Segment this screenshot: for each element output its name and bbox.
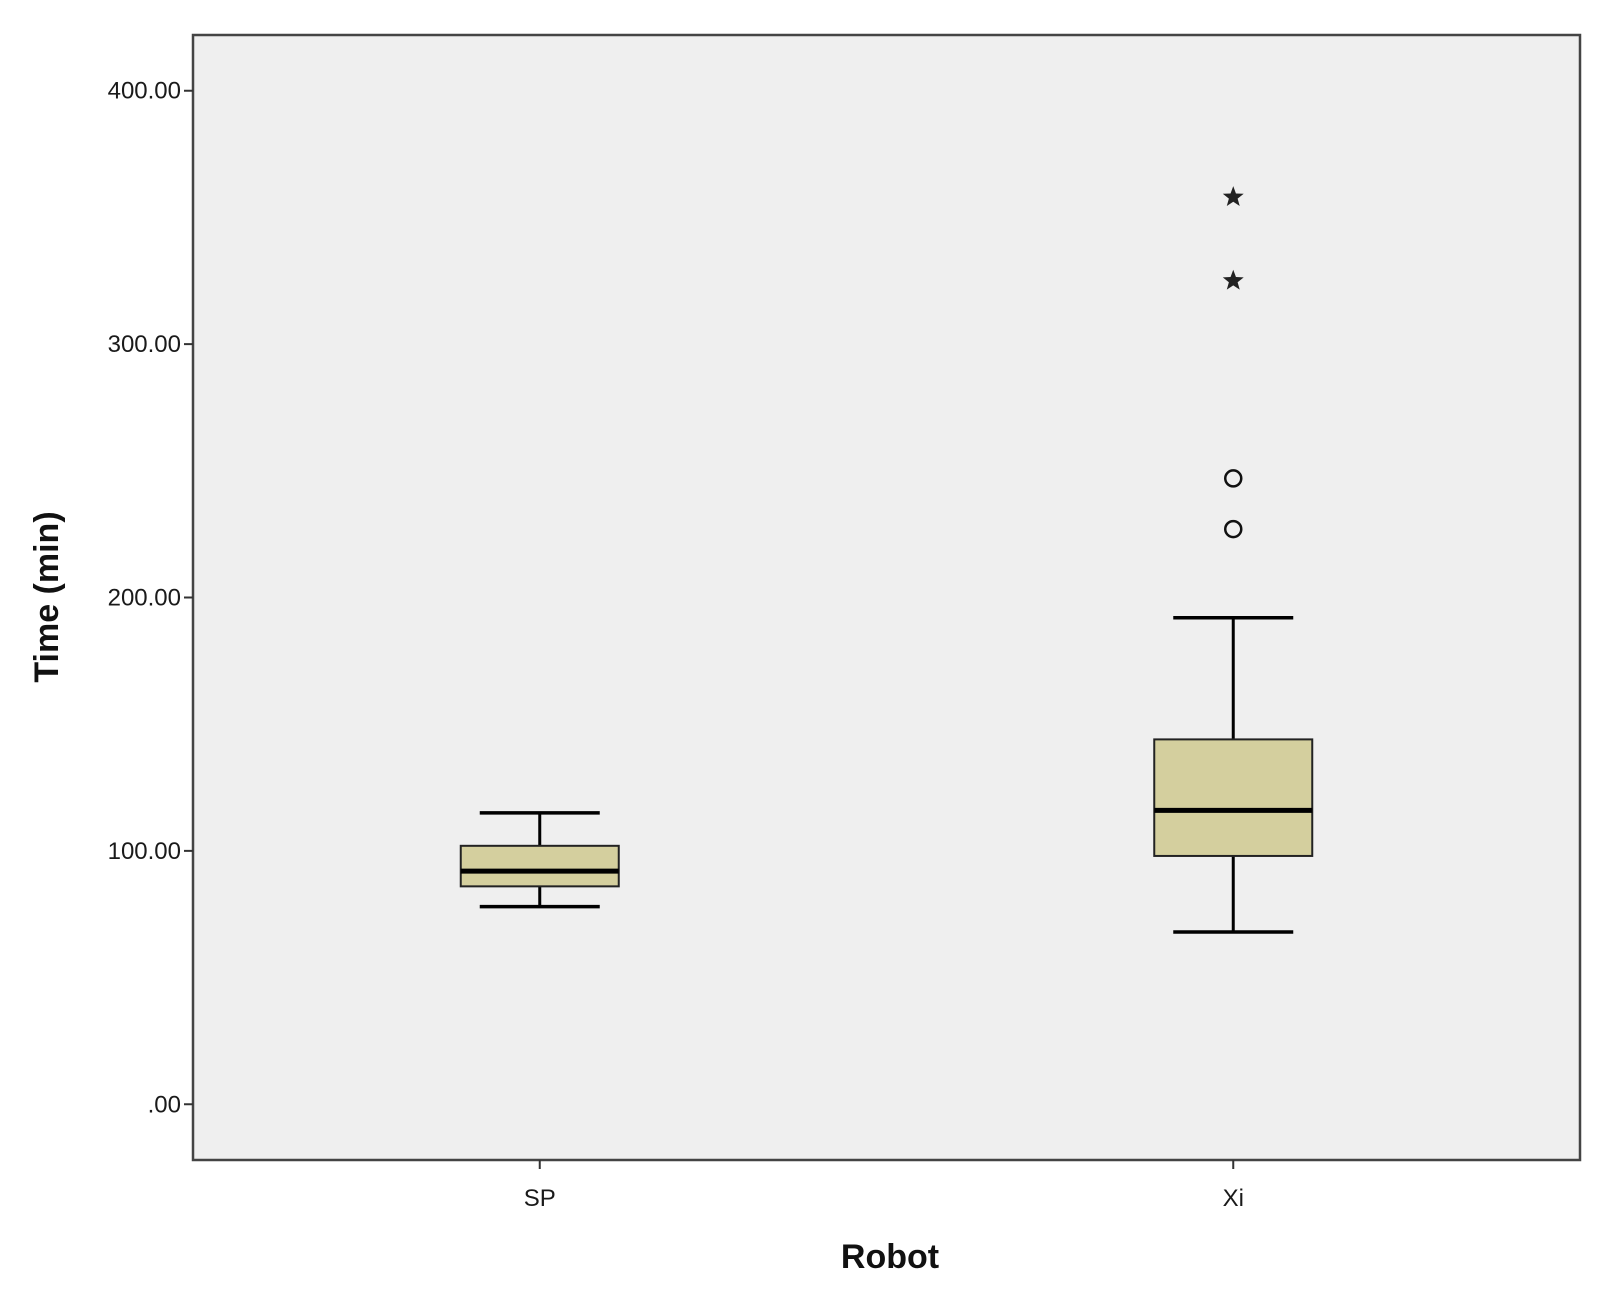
y-tick-label: 100.00 (108, 838, 181, 865)
y-axis-title: Time (min) (28, 511, 66, 682)
y-axis: .00 100.00 200.00 300.00 400.00 (108, 78, 193, 1118)
y-tick-label: .00 (148, 1091, 181, 1118)
x-axis: SP Xi (524, 1160, 1244, 1212)
plot-area (191, 33, 1582, 1162)
iqr-box (459, 844, 620, 888)
box-sp (459, 811, 620, 909)
x-tick-label: Xi (1223, 1185, 1244, 1212)
y-tick-label: 400.00 (108, 78, 181, 105)
y-tick-label: 300.00 (108, 331, 181, 358)
outlier-point (1224, 519, 1243, 539)
y-tick-label: 200.00 (108, 585, 181, 612)
x-axis-title: Robot (841, 1238, 939, 1276)
outlier-point (1224, 469, 1243, 488)
boxes-group (459, 186, 1314, 934)
iqr-box (1153, 738, 1314, 857)
x-tick-label: SP (524, 1185, 556, 1212)
extreme-point (1222, 186, 1244, 207)
box-xi (1153, 186, 1314, 934)
extreme-point (1222, 269, 1244, 290)
